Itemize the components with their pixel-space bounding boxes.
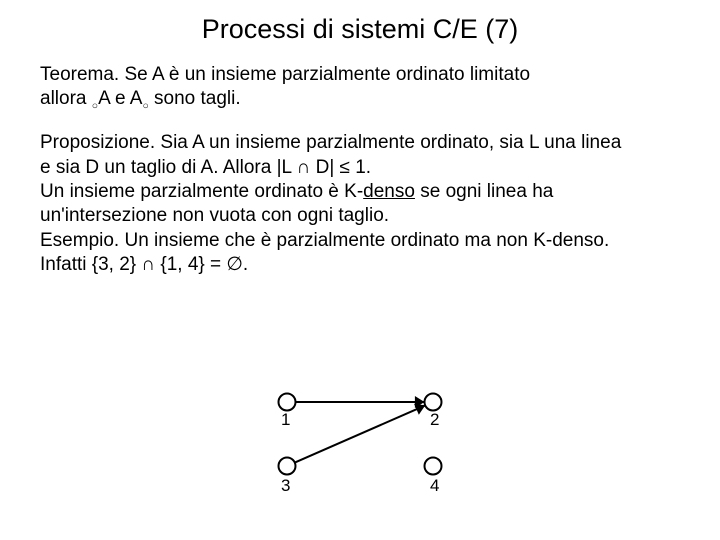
node-label-n2: 2 [430,410,439,430]
theorem-paragraph: Teorema. Se A è un insieme parzialmente … [40,63,680,113]
edge-n3-n2 [295,405,425,462]
theorem-text-line1: Teorema. Se A è un insieme parzialmente … [40,64,530,85]
prop-line3c: se ogni linea ha [415,181,553,202]
slide: Processi di sistemi C/E (7) Teorema. Se … [0,0,720,540]
proposition-paragraph: Proposizione. Sia A un insieme parzialme… [40,131,680,277]
theorem-text-line2c: sono tagli. [149,88,241,109]
prop-line3b-underlined: denso [363,181,415,202]
node-label-n3: 3 [281,476,290,496]
node-n2 [425,394,442,411]
prop-line2: e sia D un taglio di A. Allora |L ∩ D| ≤… [40,157,371,178]
prop-line5: Esempio. Un insieme che è parzialmente o… [40,230,609,251]
node-n1 [279,394,296,411]
prop-line4: un'intersezione non vuota con ogni tagli… [40,205,389,226]
prop-line6: Infatti {3, 2} ∩ {1, 4} = ∅. [40,254,248,275]
node-label-n1: 1 [281,410,290,430]
theorem-text-line2a: allora [40,88,92,109]
prop-line3a: Un insieme parzialmente ordinato è K- [40,181,363,202]
diagram-svg [265,388,475,518]
prop-line1: Proposizione. Sia A un insieme parzialme… [40,132,621,153]
node-label-n4: 4 [430,476,439,496]
theorem-text-line2b: A e A [98,88,142,109]
order-diagram: 1 2 3 4 [265,388,475,518]
slide-title: Processi di sistemi C/E (7) [40,14,680,45]
node-n3 [279,458,296,475]
node-n4 [425,458,442,475]
